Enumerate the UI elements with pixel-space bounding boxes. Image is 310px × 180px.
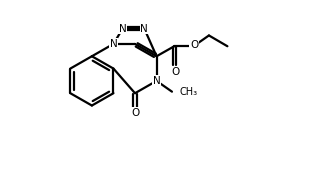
Text: N: N xyxy=(119,24,126,33)
Text: CH₃: CH₃ xyxy=(180,87,198,97)
Text: O: O xyxy=(131,108,139,118)
Text: N: N xyxy=(109,39,117,49)
Text: N: N xyxy=(153,76,161,86)
Text: N: N xyxy=(140,24,148,33)
Text: O: O xyxy=(171,67,179,77)
Text: O: O xyxy=(190,40,198,50)
